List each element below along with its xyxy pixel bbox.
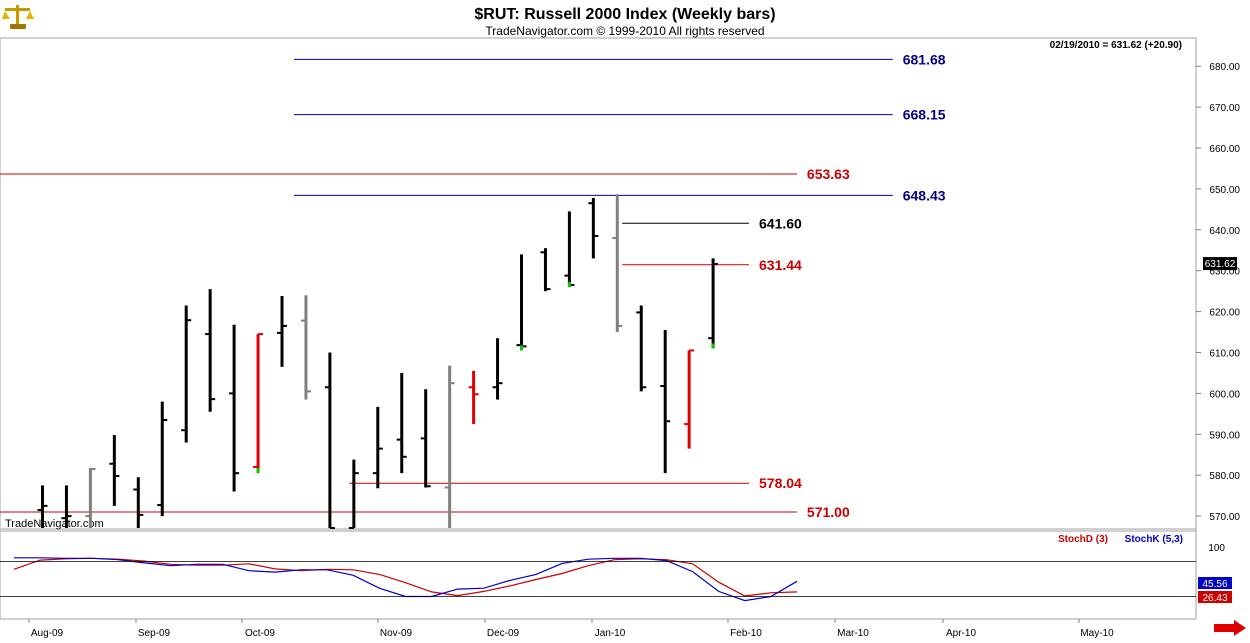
stoch-tick-label: 100 — [1208, 543, 1225, 554]
x-tick-label: Jan-10 — [595, 628, 626, 639]
stoch-series-line — [13, 557, 798, 597]
ohlc-bar — [468, 370, 479, 425]
ohlc-bar — [37, 485, 48, 528]
right-axis-area — [1196, 38, 1250, 619]
y-tick-label: 660.00 — [1209, 144, 1240, 155]
ohlc-bar — [660, 330, 671, 474]
chart-title: $RUT: Russell 2000 Index (Weekly bars) — [474, 6, 775, 23]
level-label: 668.15 — [903, 107, 946, 123]
ohlc-bar — [396, 372, 407, 474]
ohlc-bar — [516, 254, 527, 351]
bottom-axis-area — [0, 619, 1250, 643]
x-tick-label: May-10 — [1080, 628, 1114, 639]
stochd-last-box — [1198, 591, 1232, 603]
ohlc-bar — [540, 248, 551, 292]
top-header-band — [0, 0, 1250, 38]
y-tick-label: 580.00 — [1209, 471, 1240, 482]
ohlc-bar — [684, 349, 695, 449]
last-price-readout: 02/19/2010 = 631.62 (+20.90) — [1050, 40, 1182, 51]
x-tick-label: Apr-10 — [946, 628, 976, 639]
ohlc-bar — [109, 435, 120, 506]
ohlc-bar — [277, 296, 287, 367]
ohlc-bar — [492, 338, 503, 400]
ohlc-bar — [708, 258, 719, 349]
y-tick-label: 590.00 — [1209, 430, 1240, 441]
price-bars — [37, 194, 719, 529]
chart-copyright: TradeNavigator.com © 1999-2010 All right… — [485, 24, 764, 38]
ohlc-bar — [636, 305, 647, 392]
x-tick-label: Feb-10 — [730, 628, 762, 639]
y-tick-label: 680.00 — [1209, 62, 1240, 73]
level-label: 631.44 — [759, 257, 802, 273]
y-tick-label: 610.00 — [1209, 349, 1240, 360]
stoch-panel — [0, 530, 1197, 620]
scales-icon[interactable] — [2, 5, 34, 29]
ohlc-bar — [612, 194, 623, 333]
last-price-box — [1203, 257, 1237, 271]
level-label: 653.63 — [807, 166, 850, 182]
x-tick-label: Oct-09 — [245, 628, 275, 639]
price-panel — [0, 37, 1197, 530]
legend-stochd: StochD (3) — [1058, 534, 1108, 545]
price-axis: 680.00 670.00 660.00 650.00 640.00 630.00 620.… — [1196, 62, 1240, 523]
y-tick-label: 670.00 — [1209, 103, 1240, 114]
ohlc-bar — [157, 401, 168, 517]
level-label: 641.60 — [759, 215, 802, 231]
ohlc-bar — [85, 467, 96, 528]
y-tick-label: 620.00 — [1209, 308, 1240, 319]
legend-stochk: StochK (5,3) — [1125, 534, 1183, 545]
y-tick-label: 630.00 — [1209, 267, 1240, 278]
ohlc-bar — [205, 289, 216, 412]
y-tick-label: 570.00 — [1209, 512, 1240, 523]
y-tick-label: 650.00 — [1209, 185, 1240, 196]
stochk-last-box — [1198, 577, 1232, 589]
x-tick-label: Dec-09 — [487, 628, 520, 639]
x-tick-label: Nov-09 — [380, 628, 413, 639]
level-label: 648.43 — [903, 187, 946, 203]
stochk-last-label: 45.56 — [1202, 579, 1227, 590]
ohlc-bar — [564, 211, 575, 288]
y-tick-label: 600.00 — [1209, 389, 1240, 400]
ohlc-bar — [324, 352, 335, 529]
ohlc-bar — [300, 295, 311, 400]
ohlc-bar — [588, 197, 599, 259]
watermark: TradeNavigator.com — [5, 518, 104, 530]
level-label: 571.00 — [807, 504, 850, 520]
ohlc-bar — [253, 333, 264, 474]
x-tick-label: Sep-09 — [138, 628, 171, 639]
x-axis: Aug-09 Sep-09 Oct-09 Nov-09 Dec-09 Jan-10 Feb-… — [28, 619, 1114, 639]
ohlc-bar — [372, 406, 383, 489]
level-label: 578.04 — [759, 475, 802, 491]
ohlc-bar — [348, 459, 359, 529]
stoch-axis: 100 45.56 26.43 — [0, 543, 1232, 604]
ohlc-bar — [133, 477, 144, 528]
ohlc-bar — [61, 485, 72, 528]
y-tick-label: 640.00 — [1209, 226, 1240, 237]
stochd-last-label: 26.43 — [1202, 593, 1227, 604]
right-arrow-icon[interactable] — [1214, 620, 1246, 636]
x-tick-label: Mar-10 — [837, 628, 869, 639]
x-tick-label: Aug-09 — [31, 628, 64, 639]
ohlc-bar — [444, 365, 455, 528]
ohlc-bar — [181, 305, 192, 443]
level-label: 681.68 — [903, 51, 946, 67]
price-levels: 681.68 668.15 653.63 648.43 641.60 631.44 578.… — [0, 51, 946, 520]
ohlc-bar — [420, 389, 431, 488]
ohlc-bar — [229, 324, 240, 492]
last-price-label: 631.62 — [1205, 259, 1236, 270]
